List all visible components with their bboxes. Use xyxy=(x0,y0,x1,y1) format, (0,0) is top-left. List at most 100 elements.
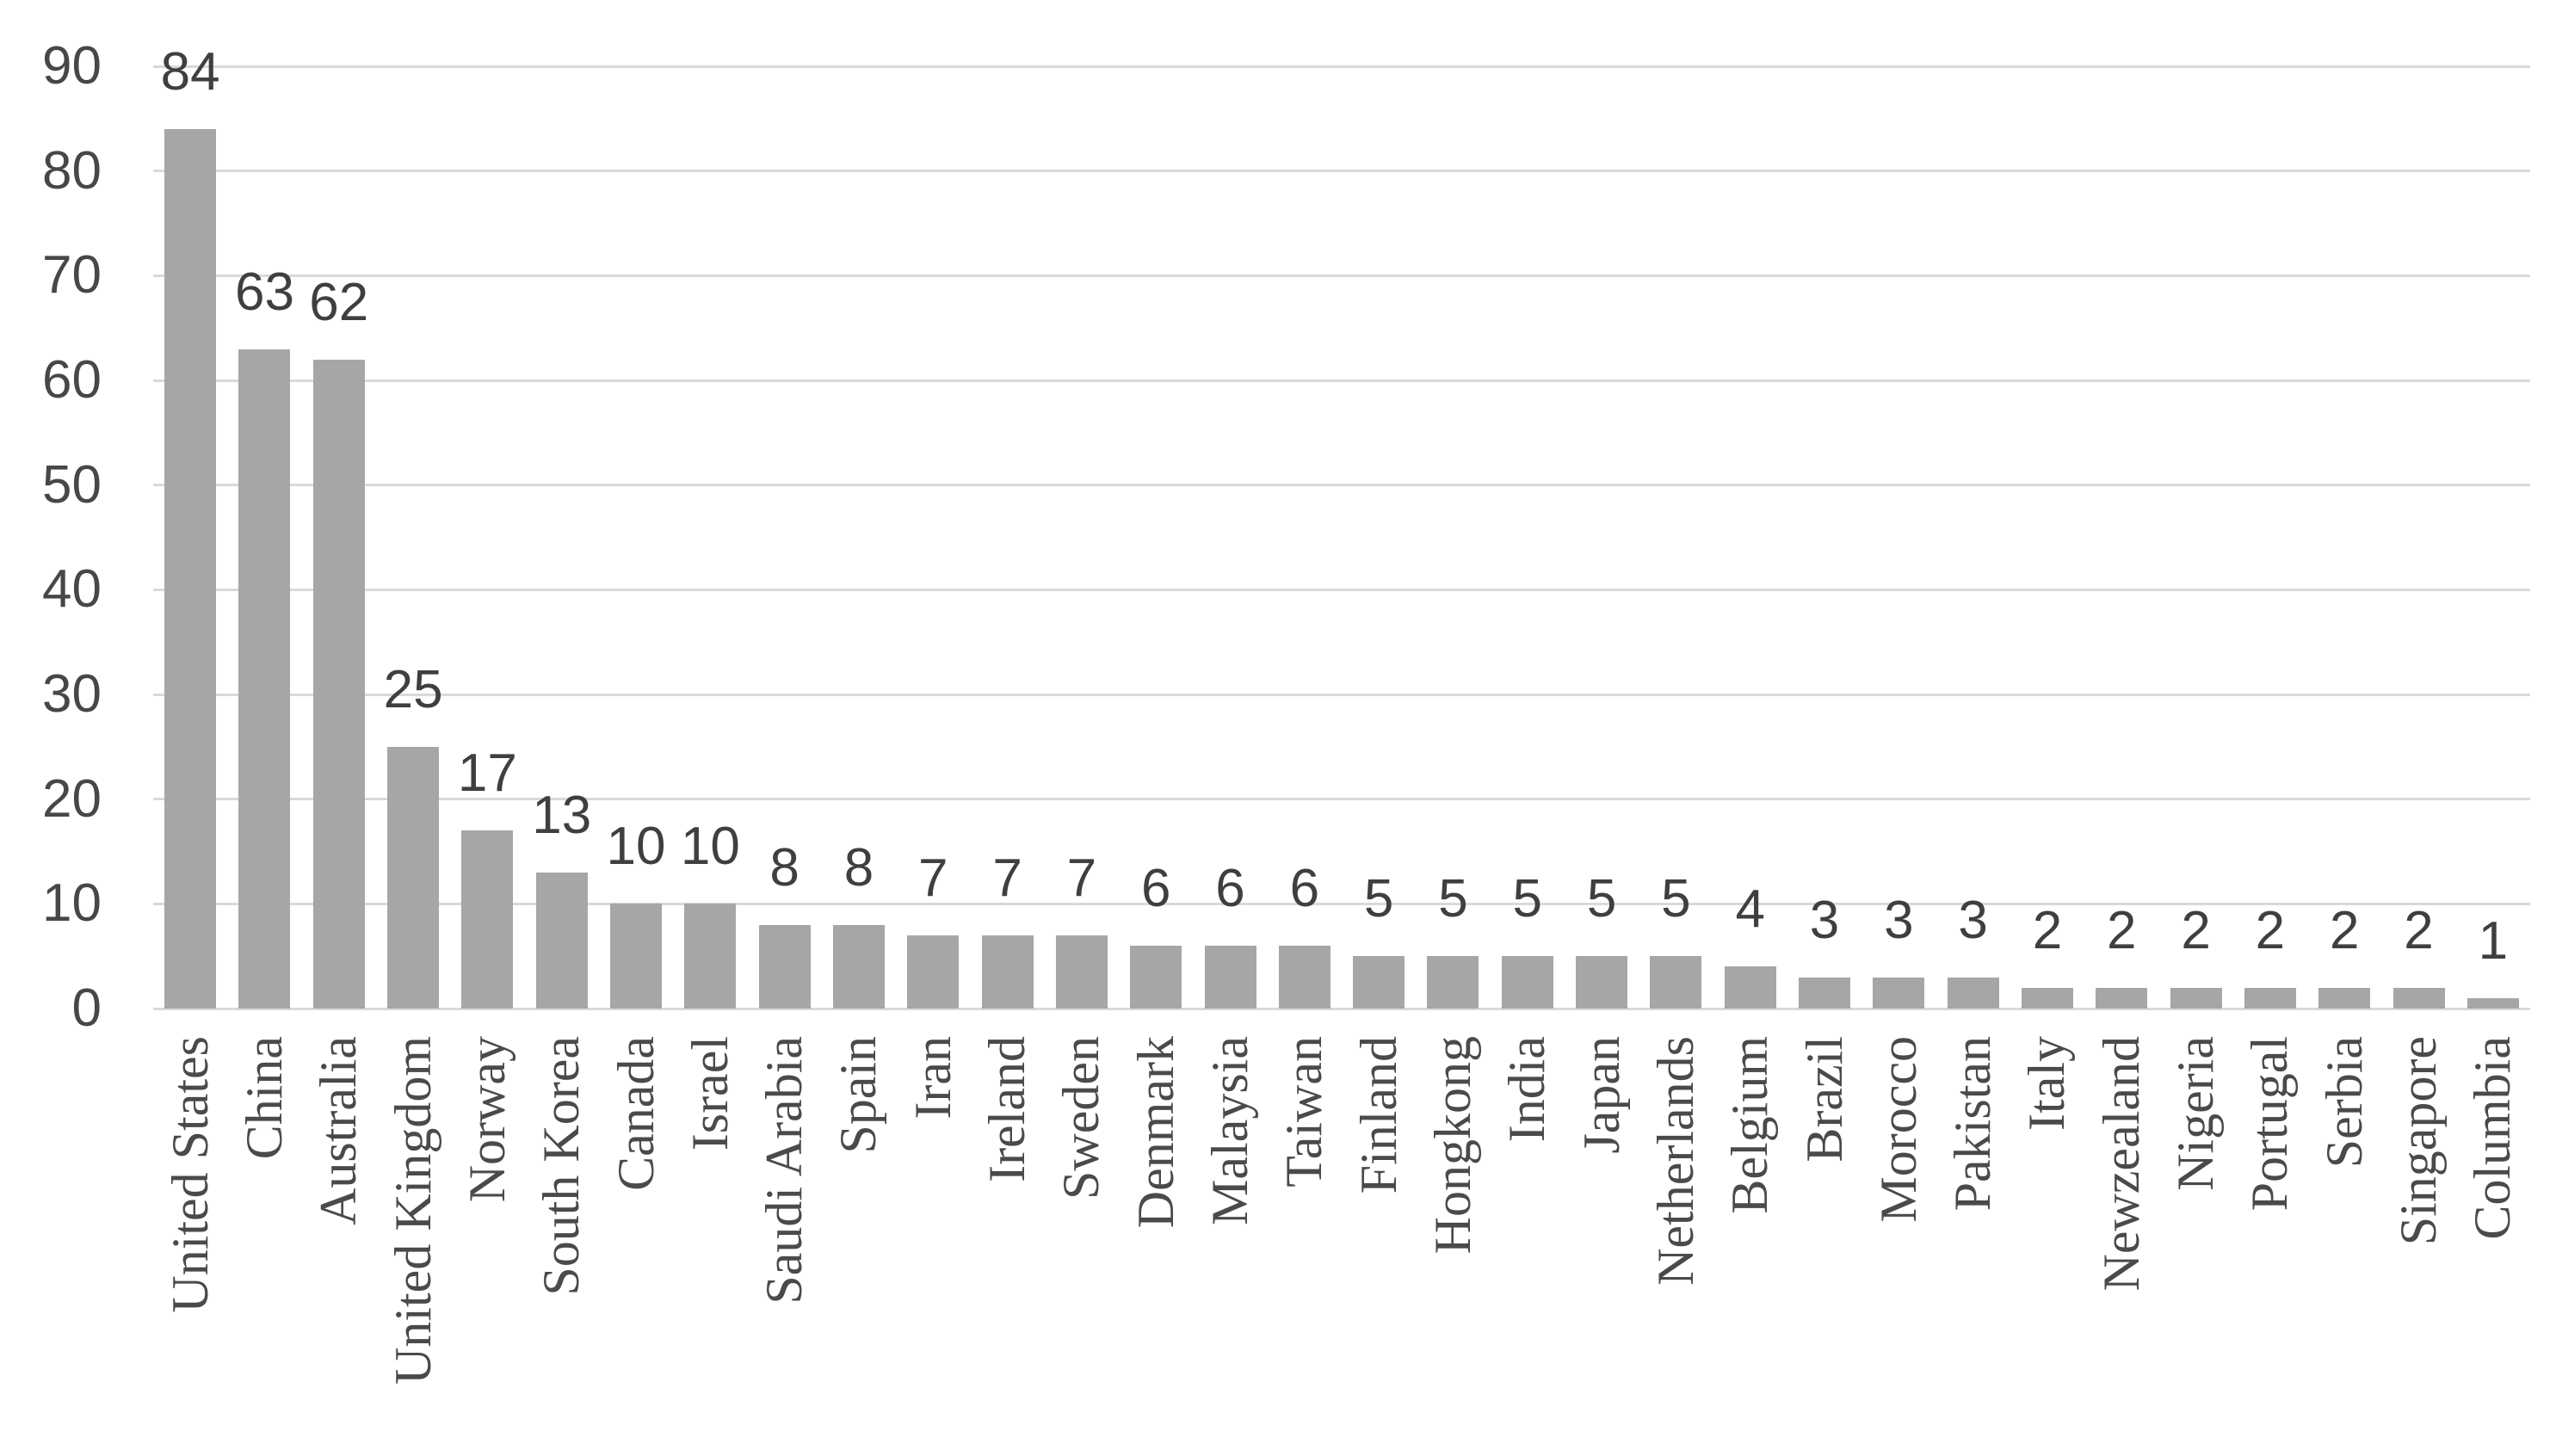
x-label-cell-hongkong: Hongkong xyxy=(1416,1036,1490,1449)
value-label-united-kingdom: 25 xyxy=(383,659,443,719)
bar-ireland xyxy=(981,935,1034,1009)
value-label-taiwan: 6 xyxy=(1289,859,1320,918)
bar-portugal xyxy=(2244,987,2296,1009)
y-tick-label-70: 70 xyxy=(42,245,102,305)
value-label-finland: 5 xyxy=(1363,869,1394,929)
x-label-ireland: Ireland xyxy=(979,1036,1036,1182)
x-label-japan: Japan xyxy=(1572,1036,1630,1154)
gridline-50 xyxy=(153,484,2530,487)
x-label-cell-portugal: Portugal xyxy=(2233,1036,2307,1449)
x-label-belgium: Belgium xyxy=(1721,1036,1779,1214)
x-label-saudi-arabia: Saudi Arabia xyxy=(756,1036,813,1305)
x-label-cell-norway: Norway xyxy=(450,1036,524,1449)
x-label-cell-israel: Israel xyxy=(673,1036,747,1449)
value-label-pakistan: 3 xyxy=(1958,890,1988,950)
gridline-90 xyxy=(153,65,2530,68)
x-label-cell-sweden: Sweden xyxy=(1045,1036,1119,1449)
x-label-cell-newzealand: Newzealand xyxy=(2084,1036,2158,1449)
bar-south-korea xyxy=(535,872,588,1009)
value-label-morocco: 3 xyxy=(1884,890,1914,950)
y-tick-label-50: 50 xyxy=(42,454,102,515)
bar-japan xyxy=(1576,956,1628,1009)
bar-iran xyxy=(907,935,960,1009)
gridline-30 xyxy=(153,693,2530,696)
x-label-cell-united-kingdom: United Kingdom xyxy=(376,1036,450,1449)
x-label-columbia: Columbia xyxy=(2464,1036,2522,1240)
x-label-cell-serbia: Serbia xyxy=(2307,1036,2381,1449)
bar-canada xyxy=(610,904,663,1009)
x-label-canada: Canada xyxy=(607,1036,664,1191)
x-label-united-kingdom: United Kingdom xyxy=(384,1036,441,1385)
bar-pakistan xyxy=(1947,977,1999,1009)
x-label-cell-singapore: Singapore xyxy=(2381,1036,2455,1449)
gridline-80 xyxy=(153,170,2530,173)
x-label-china: China xyxy=(235,1036,293,1160)
y-tick-label-40: 40 xyxy=(42,559,102,620)
y-tick-label-20: 20 xyxy=(42,768,102,829)
value-label-south-korea: 13 xyxy=(532,785,592,845)
bar-india xyxy=(1501,956,1553,1009)
value-label-belgium: 4 xyxy=(1735,879,1765,940)
x-label-cell-japan: Japan xyxy=(1565,1036,1639,1449)
x-label-hongkong: Hongkong xyxy=(1423,1036,1481,1255)
value-label-singapore: 2 xyxy=(2404,900,2434,960)
value-label-hongkong: 5 xyxy=(1438,869,1468,929)
x-label-cell-iran: Iran xyxy=(896,1036,970,1449)
x-label-finland: Finland xyxy=(1349,1036,1407,1194)
value-label-columbia: 1 xyxy=(2478,910,2509,971)
bar-china xyxy=(238,349,291,1009)
x-label-spain: Spain xyxy=(830,1036,887,1154)
value-label-india: 5 xyxy=(1512,869,1543,929)
bar-malaysia xyxy=(1204,946,1256,1009)
value-label-denmark: 6 xyxy=(1140,859,1171,918)
x-label-morocco: Morocco xyxy=(1869,1036,1927,1223)
value-label-canada: 10 xyxy=(606,817,666,877)
bar-united-states xyxy=(164,129,217,1009)
bar-hongkong xyxy=(1427,956,1479,1009)
x-label-cell-united-states: United States xyxy=(153,1036,227,1449)
x-label-cell-denmark: Denmark xyxy=(1119,1036,1193,1449)
bar-spain xyxy=(832,924,885,1009)
value-label-netherlands: 5 xyxy=(1661,869,1691,929)
value-label-malaysia: 6 xyxy=(1215,859,1245,918)
value-label-italy: 2 xyxy=(2032,900,2063,960)
gridline-60 xyxy=(153,379,2530,382)
y-tick-label-80: 80 xyxy=(42,140,102,201)
x-label-cell-brazil: Brazil xyxy=(1787,1036,1861,1449)
bar-australia xyxy=(312,359,365,1009)
gridline-40 xyxy=(153,588,2530,591)
x-label-cell-spain: Spain xyxy=(822,1036,896,1449)
gridline-0 xyxy=(153,1007,2530,1010)
value-label-nigeria: 2 xyxy=(2181,900,2211,960)
value-label-sweden: 7 xyxy=(1066,848,1097,908)
x-label-cell-taiwan: Taiwan xyxy=(1268,1036,1342,1449)
x-label-australia: Australia xyxy=(310,1036,367,1225)
bar-italy xyxy=(2021,987,2073,1009)
x-label-united-states: United States xyxy=(161,1036,219,1313)
x-label-cell-columbia: Columbia xyxy=(2456,1036,2530,1449)
y-tick-label-0: 0 xyxy=(71,978,102,1038)
x-label-cell-netherlands: Netherlands xyxy=(1639,1036,1713,1449)
x-label-india: India xyxy=(1498,1036,1556,1143)
bar-nigeria xyxy=(2170,987,2222,1009)
bar-netherlands xyxy=(1650,956,1702,1009)
x-label-cell-china: China xyxy=(227,1036,301,1449)
x-label-cell-morocco: Morocco xyxy=(1861,1036,1936,1449)
x-label-taiwan: Taiwan xyxy=(1275,1036,1333,1188)
x-label-israel: Israel xyxy=(681,1036,738,1151)
y-tick-label-10: 10 xyxy=(42,873,102,934)
x-label-singapore: Singapore xyxy=(2390,1036,2448,1246)
x-label-newzealand: Newzealand xyxy=(2092,1036,2150,1292)
y-tick-label-60: 60 xyxy=(42,350,102,410)
x-label-cell-belgium: Belgium xyxy=(1713,1036,1787,1449)
x-label-cell-ireland: Ireland xyxy=(970,1036,1044,1449)
value-label-japan: 5 xyxy=(1586,869,1617,929)
bar-saudi-arabia xyxy=(758,924,811,1009)
bar-united-kingdom xyxy=(387,746,440,1009)
bar-serbia xyxy=(2318,987,2371,1009)
gridline-70 xyxy=(153,274,2530,277)
x-label-cell-canada: Canada xyxy=(599,1036,673,1449)
x-label-denmark: Denmark xyxy=(1127,1036,1184,1229)
x-label-malaysia: Malaysia xyxy=(1201,1036,1259,1225)
bar-denmark xyxy=(1130,946,1182,1009)
